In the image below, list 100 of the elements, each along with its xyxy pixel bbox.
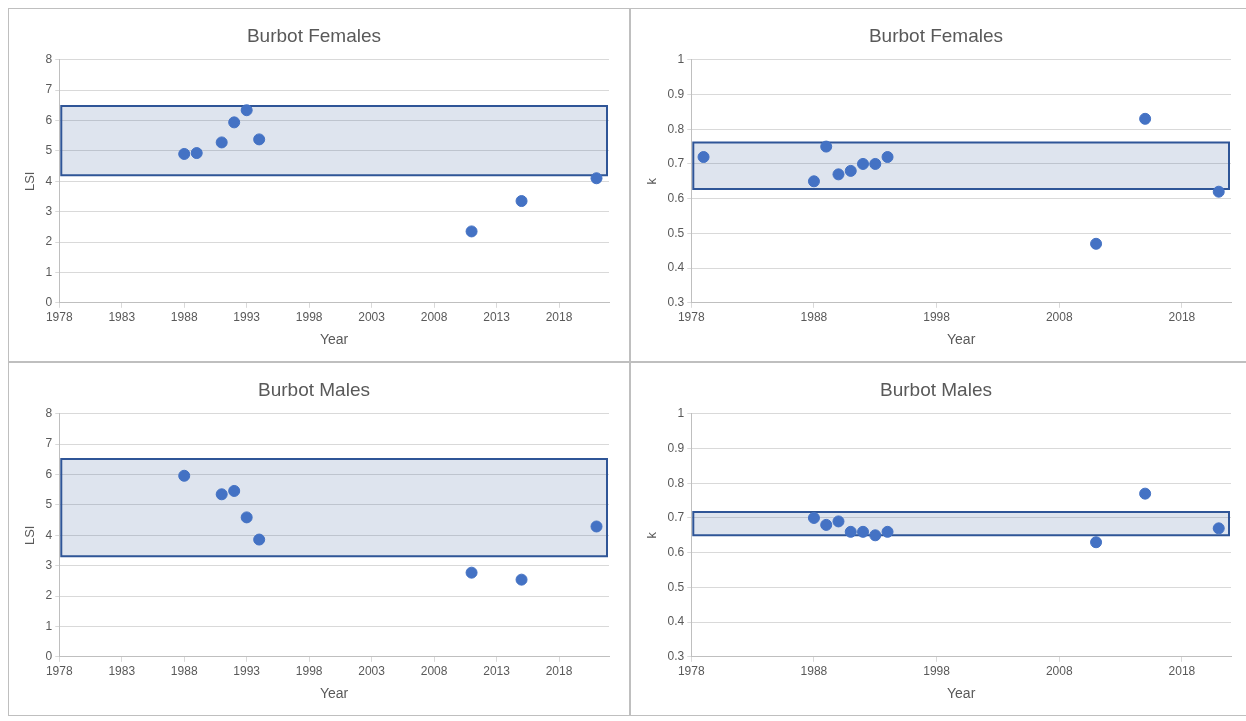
y-tick-label: 0.4 <box>667 260 685 275</box>
y-tick-label: 0 <box>45 649 53 664</box>
x-axis-title: Year <box>946 331 976 348</box>
chart-title: Burbot Males <box>258 378 370 400</box>
y-tick-label: 3 <box>45 557 53 572</box>
x-tick-label: 2008 <box>420 310 448 325</box>
point <box>869 157 882 170</box>
y-tick-label: 0.8 <box>667 121 685 136</box>
y-tick-label: 8 <box>45 52 53 67</box>
point <box>215 488 228 501</box>
x-tick-label: 2013 <box>483 310 511 325</box>
point <box>515 195 528 208</box>
point <box>1139 487 1152 500</box>
x-tick-label: 2008 <box>420 664 448 679</box>
x-tick-label: 1988 <box>170 310 198 325</box>
y-tick-label: 1 <box>45 264 53 279</box>
y-tick-label: 4 <box>45 527 53 542</box>
point <box>857 157 870 170</box>
y-tick-label: 0.4 <box>667 614 685 629</box>
point <box>240 104 253 117</box>
y-tick-label: 0.3 <box>667 649 685 664</box>
point <box>844 525 857 538</box>
chart-title: Burbot Females <box>246 24 382 46</box>
point <box>807 511 820 524</box>
point <box>228 116 241 129</box>
point <box>881 151 894 163</box>
point <box>240 511 253 524</box>
y-axis-title: k <box>644 531 660 539</box>
y-tick-label: 1 <box>45 618 53 633</box>
x-tick-label: 1988 <box>170 664 198 679</box>
point <box>178 147 191 160</box>
point <box>807 175 820 188</box>
point <box>190 147 203 160</box>
x-axis-title: Year <box>946 685 976 702</box>
point <box>820 140 833 153</box>
point <box>253 533 266 546</box>
x-tick-label: 2008 <box>1045 310 1073 325</box>
y-tick-label: 0 <box>45 295 53 310</box>
point <box>465 566 478 579</box>
point <box>820 518 833 531</box>
point <box>228 484 241 497</box>
x-tick-label: 2018 <box>1168 310 1196 325</box>
x-tick-label: 1993 <box>233 310 261 325</box>
point <box>1139 112 1152 125</box>
point <box>832 515 845 528</box>
x-tick-label: 1998 <box>295 310 323 325</box>
y-tick-label: 0.3 <box>667 295 685 310</box>
point <box>253 133 266 146</box>
y-tick-label: 0.6 <box>667 544 685 559</box>
y-tick-label: 6 <box>45 112 53 127</box>
point <box>869 529 882 542</box>
y-axis-title: LSI <box>22 171 38 192</box>
y-tick-label: 7 <box>45 82 53 97</box>
y-tick-label: 0.9 <box>667 86 685 101</box>
y-tick-label: 0.6 <box>667 190 685 205</box>
point <box>832 168 845 181</box>
x-tick-label: 2013 <box>483 664 511 679</box>
x-tick-label: 1993 <box>233 664 261 679</box>
y-axis-title: k <box>644 177 660 185</box>
x-tick-label: 1988 <box>800 664 828 679</box>
chart-title: Burbot Males <box>880 378 992 400</box>
y-tick-label: 2 <box>45 234 53 249</box>
point <box>881 525 894 538</box>
point <box>590 172 603 185</box>
x-tick-label: 1978 <box>45 664 73 679</box>
y-tick-label: 3 <box>45 203 53 218</box>
point <box>1212 522 1225 535</box>
x-tick-label: 1998 <box>923 664 951 679</box>
x-tick-label: 2003 <box>358 664 386 679</box>
y-tick-label: 2 <box>45 588 53 603</box>
y-tick-label: 8 <box>45 406 53 421</box>
x-tick-label: 2003 <box>358 310 386 325</box>
point <box>1090 237 1103 250</box>
point <box>697 151 710 163</box>
y-tick-label: 0.7 <box>667 510 685 525</box>
x-tick-label: 1978 <box>45 310 73 325</box>
y-tick-label: 1 <box>677 52 685 67</box>
y-tick-label: 0.8 <box>667 475 685 490</box>
x-tick-label: 1978 <box>677 310 705 325</box>
y-tick-label: 4 <box>45 173 53 188</box>
point <box>515 573 528 586</box>
point <box>215 136 228 149</box>
y-tick-label: 6 <box>45 466 53 481</box>
x-tick-label: 1998 <box>923 310 951 325</box>
x-tick-label: 1983 <box>108 310 136 325</box>
y-tick-label: 7 <box>45 436 53 451</box>
x-axis-title: Year <box>319 331 349 348</box>
y-tick-label: 5 <box>45 143 53 158</box>
x-tick-label: 2018 <box>545 664 573 679</box>
y-axis-title: LSI <box>22 525 38 546</box>
x-axis-title: Year <box>319 685 349 702</box>
y-tick-label: 1 <box>677 406 685 421</box>
point <box>1090 536 1103 549</box>
x-tick-label: 2008 <box>1045 664 1073 679</box>
point <box>465 225 478 238</box>
x-tick-label: 1978 <box>677 664 705 679</box>
y-tick-label: 0.5 <box>667 579 685 594</box>
point <box>178 469 191 482</box>
y-tick-label: 0.7 <box>667 156 685 171</box>
y-tick-label: 0.9 <box>667 440 685 455</box>
